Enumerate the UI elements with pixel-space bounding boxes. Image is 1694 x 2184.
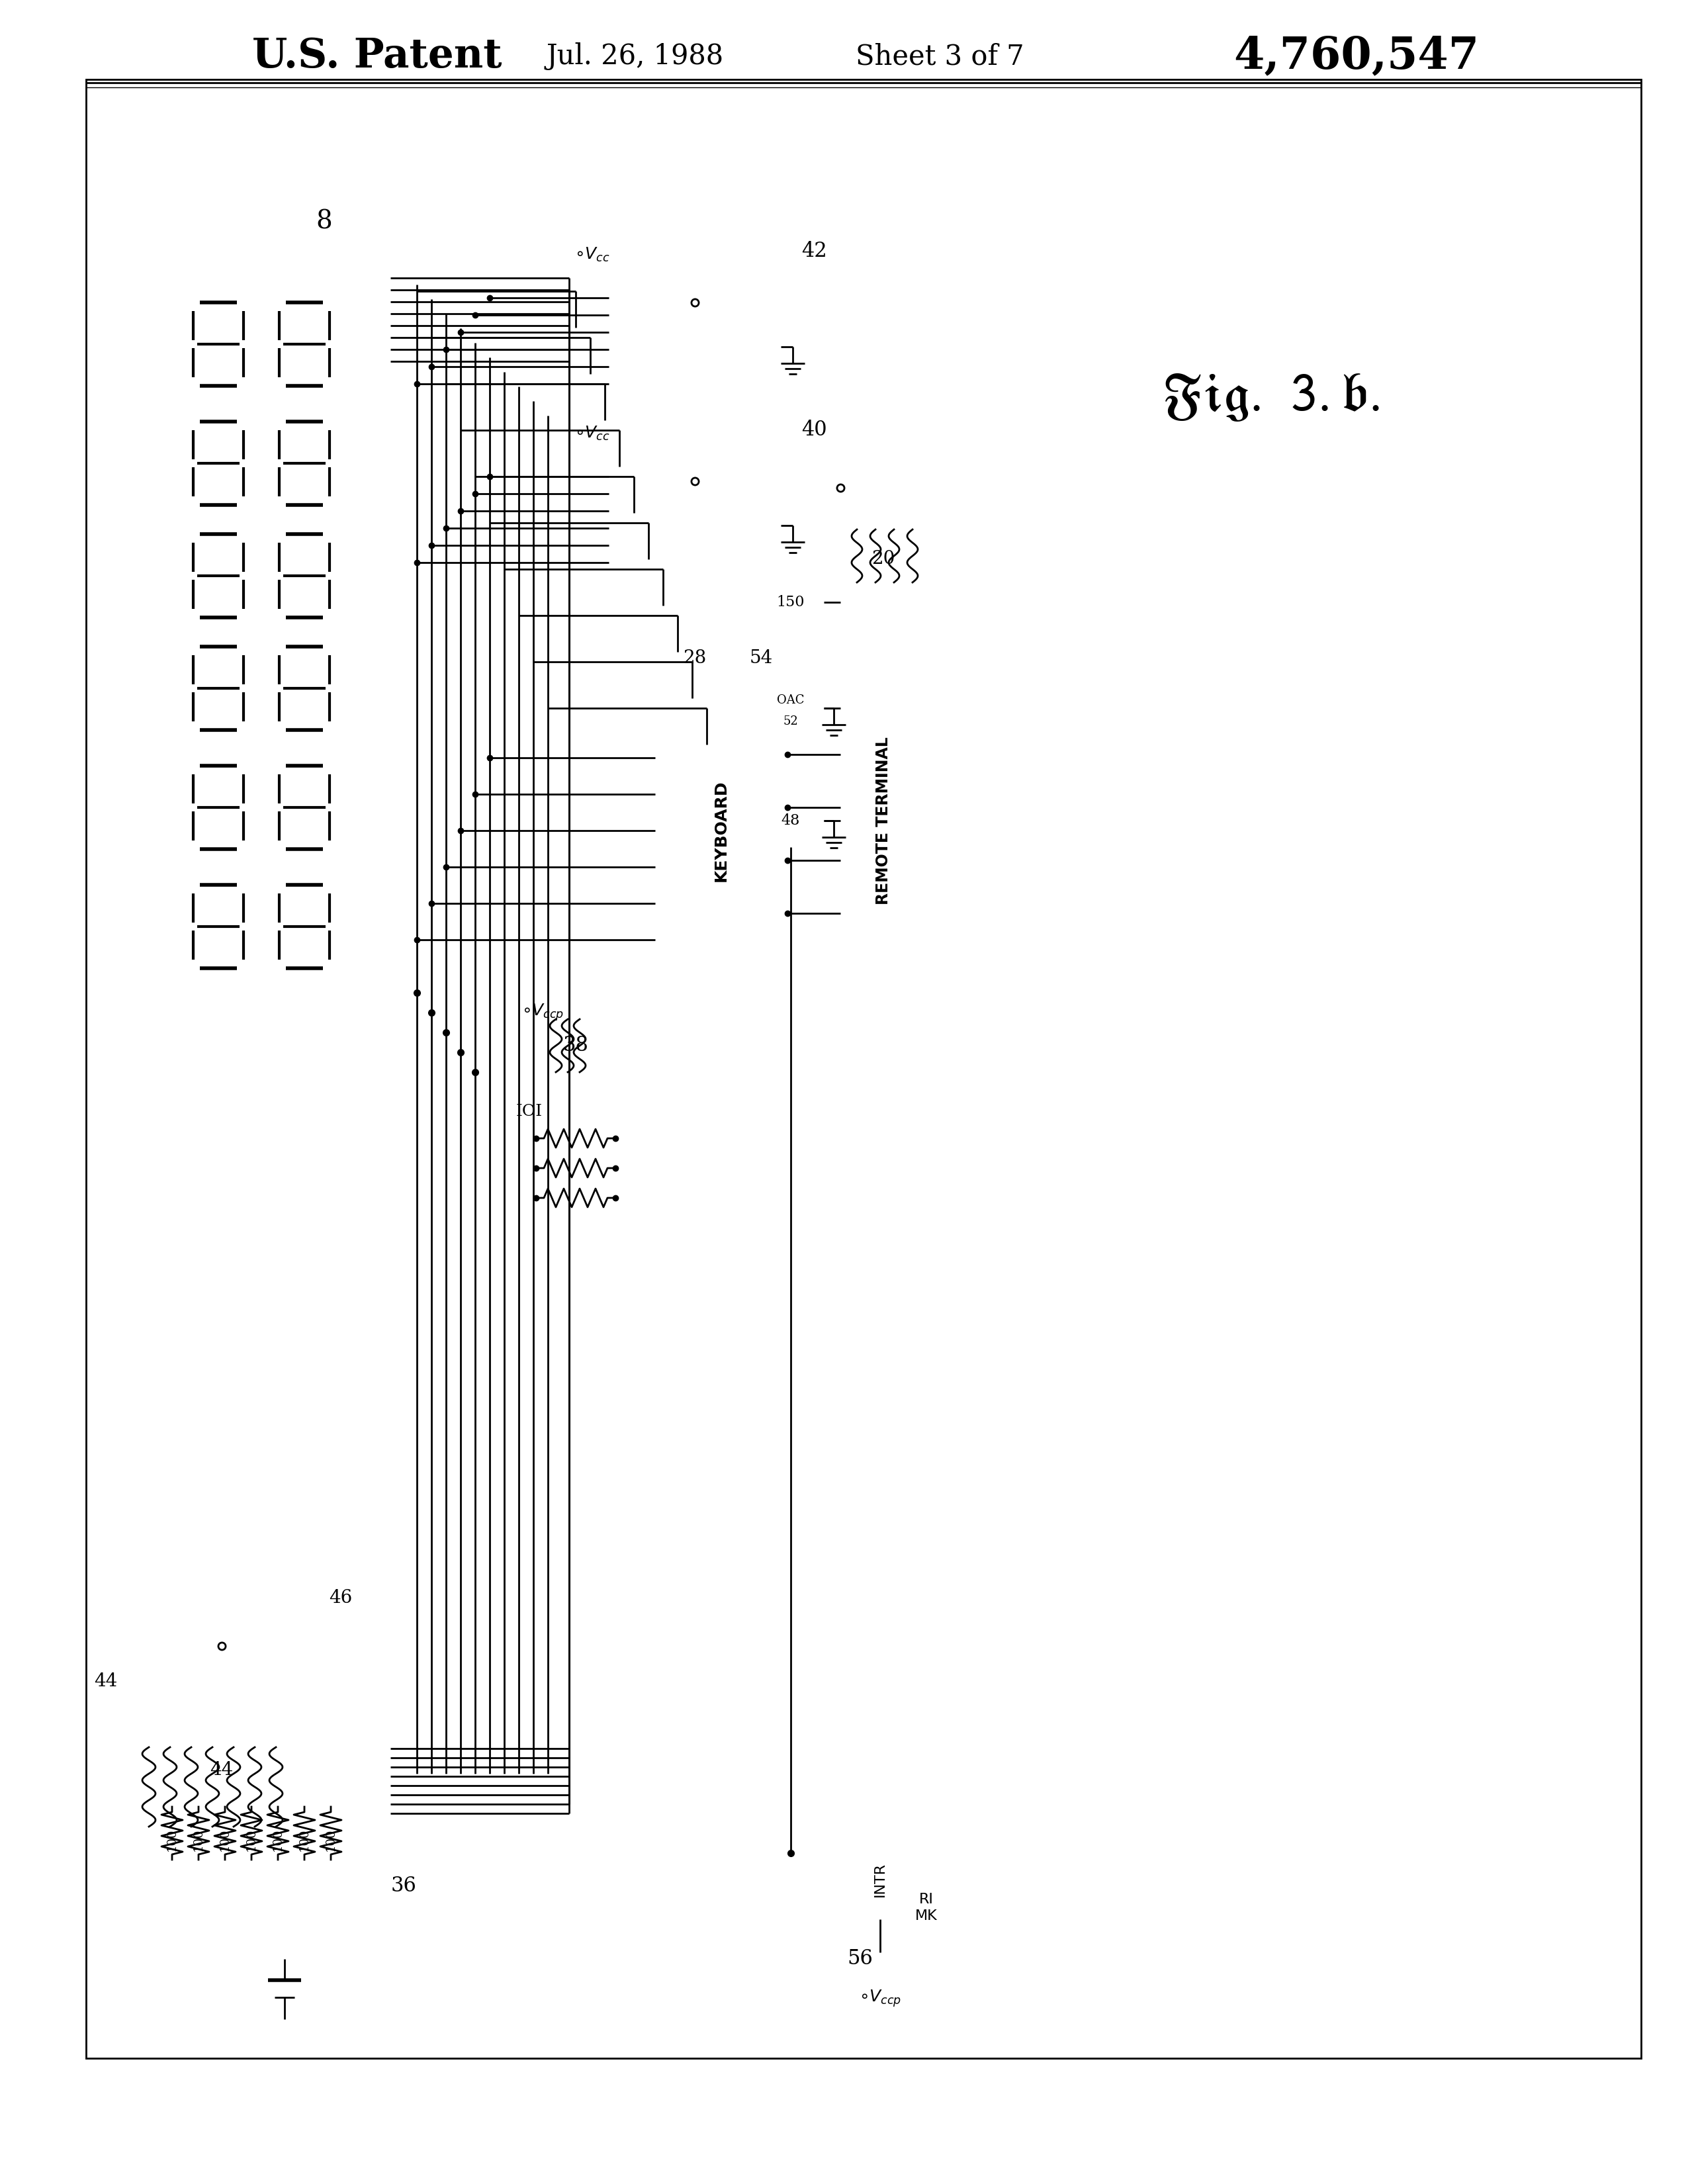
Text: 44: 44 [210,1762,234,1780]
Text: 54: 54 [749,649,772,668]
Text: 44: 44 [95,1673,117,1690]
Bar [840,583,927,1059]
Text: 52: 52 [783,716,798,727]
Bar [129,1614,315,1747]
FancyArrowPatch shape [305,236,318,277]
Bar [125,1852,920,1920]
Text: INTR: INTR [874,1863,886,1898]
Text: 100: 100 [273,1828,285,1852]
Text: U.S. Patent: U.S. Patent [252,37,501,76]
Text: 8: 8 [317,210,332,234]
Text: 38: 38 [562,1035,588,1055]
Text: $\circ V_{ccp}$: $\circ V_{ccp}$ [522,1002,564,1022]
Text: Jul. 26, 1988: Jul. 26, 1988 [547,41,723,70]
Bar [608,450,781,577]
Text: 56: 56 [847,1948,872,1970]
Text: 100: 100 [219,1828,230,1852]
Text: $\circ V_{cc}$: $\circ V_{cc}$ [574,247,610,264]
Text: 20: 20 [872,550,894,568]
Text: 36: 36 [391,1876,417,1896]
Text: $\circ V_{cc}$: $\circ V_{cc}$ [574,426,610,441]
Text: 28: 28 [683,649,706,668]
Bar [757,577,823,629]
Text: $\mathfrak{Fig.\ 3.b.}$: $\mathfrak{Fig.\ 3.b.}$ [1162,371,1379,424]
Text: 100: 100 [166,1828,178,1852]
Text: 4,760,547: 4,760,547 [1233,35,1479,79]
Text: $\circ V_{ccp}$: $\circ V_{ccp}$ [859,1987,901,2009]
Text: IOI: IOI [517,1105,542,1120]
Text: 100: 100 [325,1828,337,1852]
Text: 40: 40 [801,419,827,441]
Text: 48: 48 [781,812,800,828]
Bar [757,795,823,847]
Text: MK: MK [915,1909,937,1922]
Text: OAC: OAC [778,695,805,705]
Text: REMOTE TERMINAL: REMOTE TERMINAL [876,736,891,904]
Text: 100: 100 [246,1828,257,1852]
Bar [146,284,385,1813]
Bar [656,681,788,978]
Text: Sheet 3 of 7: Sheet 3 of 7 [855,41,1023,70]
Text: RI: RI [920,1894,933,1907]
Text: 150: 150 [776,594,805,609]
Bar [185,1946,385,2031]
Text: 42: 42 [801,240,827,262]
Text: KEYBOARD: KEYBOARD [713,780,728,882]
Bar [757,681,823,734]
Text: 100: 100 [193,1828,205,1852]
Text: 100: 100 [298,1828,310,1852]
Text: 46: 46 [329,1590,352,1607]
Bar [608,271,781,397]
